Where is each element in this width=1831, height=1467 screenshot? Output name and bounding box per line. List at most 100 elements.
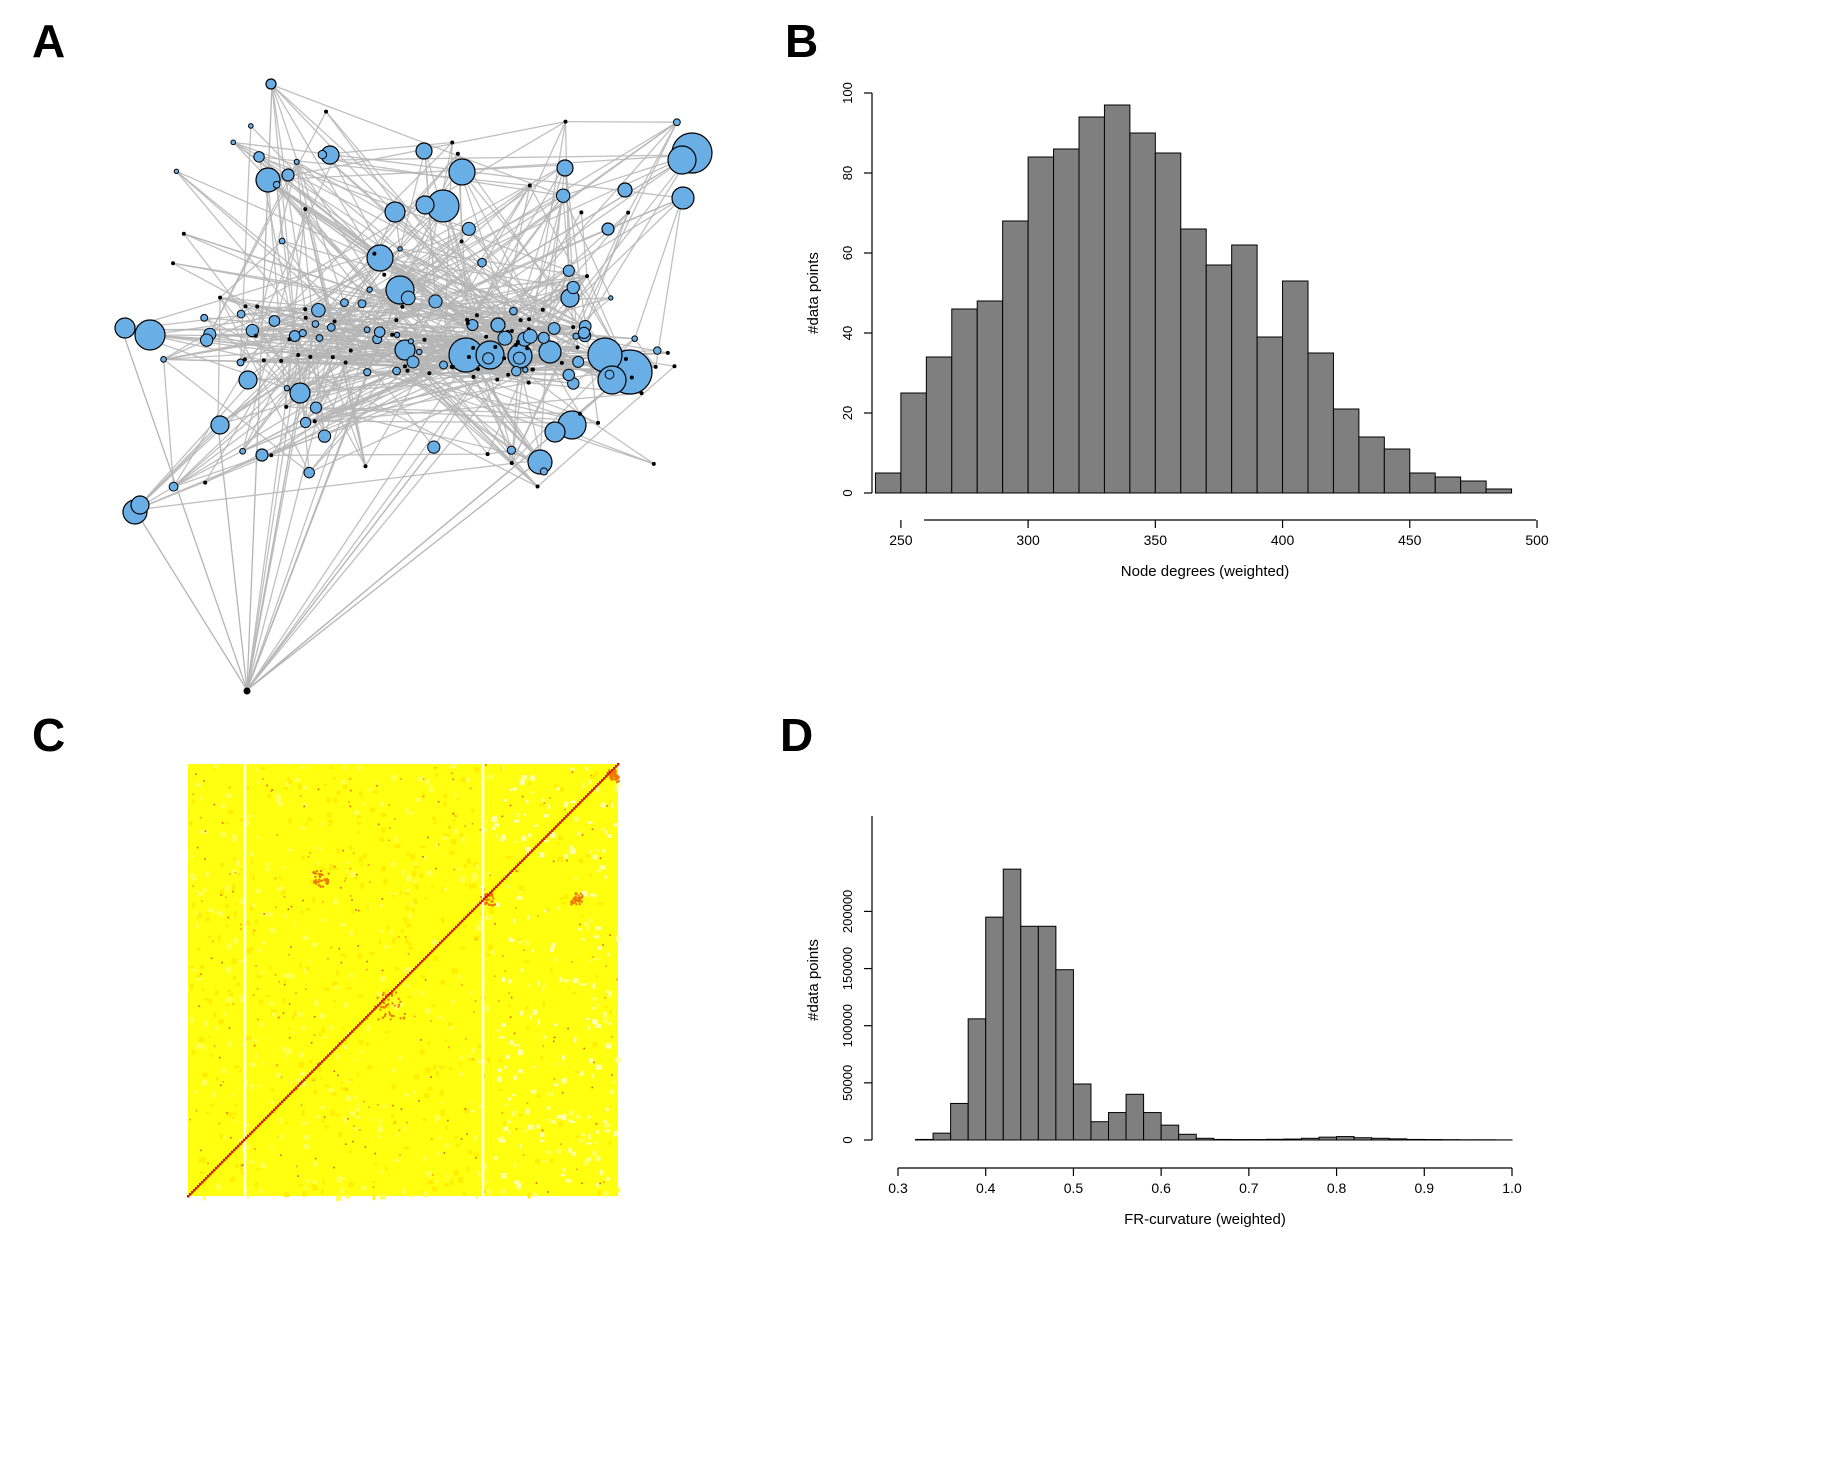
heatmap-cell	[526, 1102, 529, 1105]
heatmap-diagonal-cell	[387, 994, 390, 997]
heatmap-cell	[318, 884, 321, 887]
network-node	[384, 201, 406, 223]
heatmap-cell	[345, 1080, 352, 1083]
network-edge	[315, 406, 580, 415]
heatmap-cell	[207, 1162, 209, 1165]
heatmap-diagonal-cell	[599, 781, 602, 784]
network-edge	[299, 121, 678, 394]
histogram-bar	[967, 1018, 987, 1141]
heatmap-cell	[312, 1079, 315, 1082]
heatmap-cell	[358, 856, 363, 862]
heatmap-cell	[473, 935, 479, 941]
heatmap-cell	[352, 1140, 354, 1143]
heatmap-diagonal-cell	[409, 971, 412, 975]
network-node	[631, 335, 638, 342]
heatmap-cell	[431, 885, 435, 888]
heatmap-cell	[522, 795, 524, 798]
heatmap-diagonal-cell	[395, 986, 398, 989]
heatmap-cell	[458, 974, 463, 980]
heatmap-cell	[460, 1138, 463, 1140]
heatmap-diagonal-cell	[217, 1164, 220, 1168]
heatmap-cell	[231, 835, 237, 842]
heatmap-cell	[604, 1129, 610, 1133]
heatmap-cell	[218, 1056, 221, 1059]
heatmap-cell	[409, 1195, 414, 1198]
heatmap-cell	[575, 1114, 581, 1119]
heatmap-cell	[591, 956, 594, 958]
heatmap-cell	[342, 784, 348, 790]
heatmap-cell	[411, 900, 415, 907]
network-node	[530, 367, 535, 372]
heatmap-diagonal-cell	[325, 1056, 328, 1059]
network-node	[544, 421, 566, 443]
heatmap-diagonal-cell	[195, 1186, 198, 1190]
heatmap-cell	[377, 991, 382, 997]
heatmap-cell	[319, 1031, 322, 1037]
heatmap-cell	[279, 1117, 282, 1124]
network-node	[471, 345, 476, 350]
network-edge	[163, 275, 588, 360]
heatmap-cell	[233, 1120, 237, 1123]
network-node	[482, 352, 495, 365]
heatmap-cell	[276, 1072, 281, 1078]
heatmap-cell	[606, 1124, 610, 1127]
heatmap-cell	[220, 1084, 222, 1087]
heatmap-cell	[377, 1135, 382, 1139]
heatmap-cell	[300, 766, 306, 769]
heatmap-diagonal-cell	[415, 965, 418, 969]
heatmap-diagonal-cell	[469, 911, 472, 915]
heatmap-cell	[556, 787, 560, 791]
d-x-ticks: 0.3 0.4 0.5 0.6 0.7 0.8 0.9 1.0	[888, 1168, 1522, 1196]
heatmap-cell	[607, 771, 610, 774]
network-node	[623, 356, 628, 361]
heatmap-cell	[581, 1133, 585, 1136]
heatmap-cell	[457, 797, 460, 800]
heatmap-cell	[283, 983, 286, 986]
heatmap-cell	[287, 908, 290, 911]
network-node-isolate	[243, 687, 251, 695]
heatmap-cell	[287, 776, 290, 782]
heatmap-cell	[564, 808, 566, 811]
heatmap-cell	[290, 973, 295, 979]
heatmap-cell	[482, 1163, 487, 1169]
network-node	[407, 338, 414, 345]
heatmap-cell	[527, 1192, 531, 1199]
heatmap-cell	[588, 1058, 594, 1064]
heatmap-cell	[190, 874, 194, 881]
heatmap-cell	[374, 1152, 377, 1155]
heatmap-cell	[466, 1133, 468, 1135]
network-edge	[318, 337, 367, 467]
network-edge	[396, 262, 483, 321]
heatmap-cell	[328, 822, 331, 827]
heatmap-cell	[226, 1112, 228, 1114]
heatmap-cell	[355, 909, 357, 911]
heatmap-diagonal-cell	[187, 1195, 190, 1198]
heatmap-cell	[376, 996, 379, 999]
heatmap-diagonal-cell	[565, 815, 568, 818]
heatmap-cell	[501, 815, 504, 818]
heatmap-cell	[508, 938, 515, 943]
heatmap-cell	[221, 822, 224, 824]
heatmap-cell	[584, 922, 588, 926]
heatmap-diagonal-cell	[569, 811, 572, 814]
heatmap-cell	[201, 1079, 208, 1086]
heatmap-cell	[488, 944, 493, 951]
heatmap-cell	[450, 1025, 454, 1030]
heatmap-cell	[216, 1183, 221, 1190]
heatmap-cell	[488, 907, 495, 914]
heatmap-cell	[381, 969, 384, 972]
heatmap-cell	[327, 957, 329, 960]
heatmap-cell	[322, 901, 324, 903]
heatmap-cell	[597, 946, 602, 951]
heatmap-cell	[195, 909, 198, 916]
heatmap-cell	[411, 870, 417, 877]
heatmap-diagonal-cell	[207, 1174, 210, 1178]
heatmap-cell	[477, 1171, 481, 1176]
heatmap-cell	[424, 855, 427, 861]
network-node	[651, 461, 656, 466]
heatmap-cell	[270, 928, 275, 933]
heatmap-diagonal-cell	[539, 841, 542, 844]
network-node	[566, 280, 580, 295]
histogram-bar	[1108, 1112, 1127, 1141]
heatmap-diagonal-cell	[313, 1068, 316, 1071]
